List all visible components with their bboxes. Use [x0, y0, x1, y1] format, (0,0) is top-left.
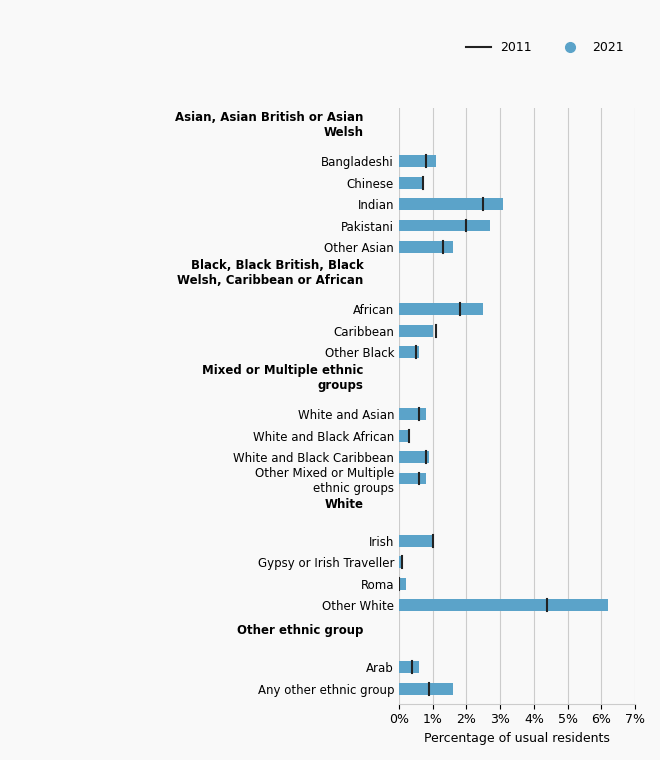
Bar — [399, 473, 426, 484]
Bar — [399, 556, 403, 568]
Bar — [399, 451, 429, 463]
Bar — [399, 535, 432, 546]
Bar — [399, 220, 490, 232]
Bar — [399, 155, 436, 167]
Text: Asian, Asian British or Asian
Welsh: Asian, Asian British or Asian Welsh — [175, 111, 364, 139]
X-axis label: Percentage of usual residents: Percentage of usual residents — [424, 732, 610, 745]
Text: White: White — [325, 498, 364, 511]
Bar — [399, 599, 608, 611]
Text: Mixed or Multiple ethnic
groups: Mixed or Multiple ethnic groups — [202, 364, 364, 392]
Text: Other ethnic group: Other ethnic group — [237, 624, 364, 638]
Bar — [399, 346, 419, 358]
Bar — [399, 177, 422, 188]
Bar — [399, 682, 453, 695]
Text: Black, Black British, Black
Welsh, Caribbean or African: Black, Black British, Black Welsh, Carib… — [178, 258, 364, 287]
Bar — [399, 408, 426, 420]
Bar — [399, 241, 453, 253]
Bar — [399, 325, 432, 337]
Bar — [399, 661, 419, 673]
Bar — [399, 578, 406, 590]
Bar — [399, 430, 409, 442]
Legend: 2011, 2021: 2011, 2021 — [461, 36, 629, 59]
Bar — [399, 198, 504, 210]
Bar — [399, 303, 483, 315]
